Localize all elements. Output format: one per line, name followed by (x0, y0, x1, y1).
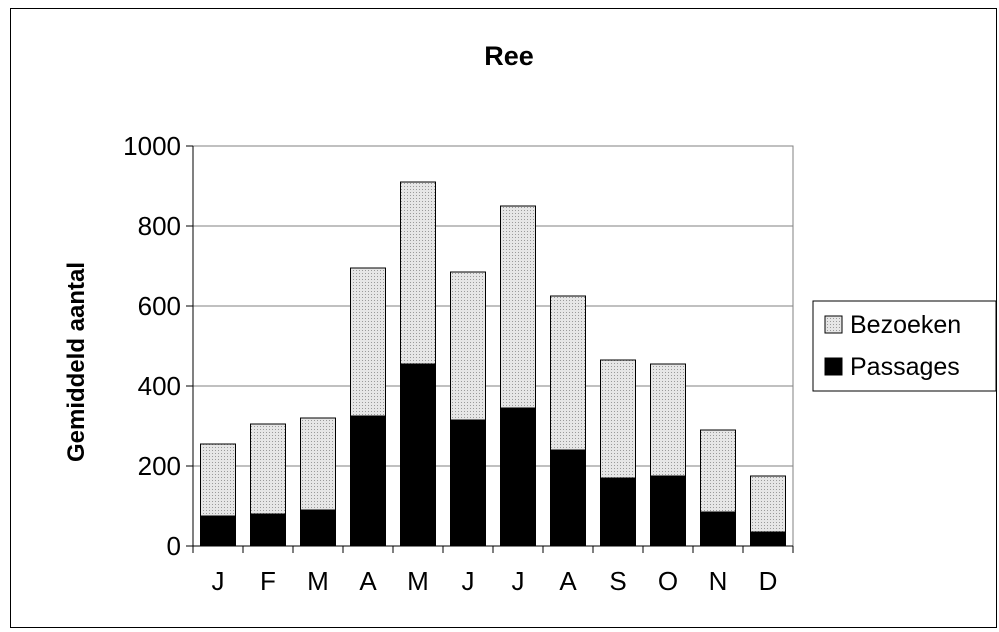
legend: Bezoeken Passages (812, 300, 997, 392)
x-tick-label: S (609, 566, 626, 596)
legend-swatch (824, 315, 843, 334)
bar-bezoeken (750, 475, 786, 533)
x-tick-label: M (307, 566, 329, 596)
chart-title: Ree (484, 41, 534, 71)
x-tick-label: J (212, 566, 225, 596)
bar-passages (500, 407, 536, 547)
bar-bezoeken (700, 429, 736, 513)
y-tick-label: 600 (138, 291, 181, 321)
bar-chart: Ree Gemiddeld aantal 0 200 400 600 800 1000 J F… (63, 41, 997, 596)
bar-bezoeken (300, 417, 336, 511)
legend-swatch (824, 357, 843, 376)
bar-bezoeken (650, 363, 686, 477)
bar-bezoeken (400, 181, 436, 365)
bar-passages (450, 419, 486, 547)
x-tick-label: M (407, 566, 429, 596)
x-tick-label: J (512, 566, 525, 596)
bar-passages (750, 531, 786, 547)
x-tick-label: O (658, 566, 678, 596)
y-axis-label: Gemiddeld aantal (63, 262, 90, 462)
y-tick-label: 800 (138, 211, 181, 241)
gridlines (193, 225, 793, 467)
bar-passages (700, 511, 736, 547)
x-tick-label: N (709, 566, 728, 596)
bar-bezoeken (500, 205, 536, 409)
x-tick-label: A (559, 566, 577, 596)
bars (200, 181, 786, 547)
bar-bezoeken (600, 359, 636, 479)
bar-bezoeken (250, 423, 286, 515)
x-tick-label: J (462, 566, 475, 596)
bar-passages (650, 475, 686, 547)
y-tick-label: 400 (138, 371, 181, 401)
chart-frame: Ree Gemiddeld aantal 0 200 400 600 800 1000 J F… (10, 8, 997, 628)
y-tick-label: 0 (167, 531, 181, 561)
legend-label: Passages (850, 353, 960, 381)
y-tick-label: 200 (138, 451, 181, 481)
bar-passages (350, 415, 386, 547)
bar-passages (600, 477, 636, 547)
bar-passages (200, 515, 236, 547)
bar-bezoeken (200, 443, 236, 517)
bar-bezoeken (350, 267, 386, 417)
x-tick-label: A (359, 566, 377, 596)
bar-passages (250, 513, 286, 547)
legend-label: Bezoeken (850, 311, 961, 339)
bar-passages (300, 509, 336, 547)
bar-bezoeken (550, 295, 586, 451)
x-tick-label: F (260, 566, 276, 596)
y-tick-label: 1000 (123, 131, 181, 161)
bar-bezoeken (450, 271, 486, 421)
bar-passages (550, 449, 586, 547)
bar-passages (400, 363, 436, 547)
legend-box (812, 300, 997, 392)
x-tick-label: D (759, 566, 778, 596)
